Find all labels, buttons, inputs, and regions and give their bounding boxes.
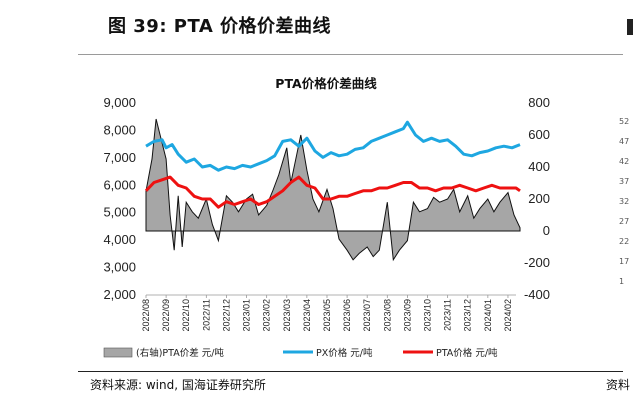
- edge-tick: 52: [619, 117, 630, 126]
- right-tick-label: 0: [543, 223, 550, 238]
- right-tick-label: 400: [528, 159, 550, 174]
- x-tick-label: 2023/12: [463, 299, 473, 332]
- left-tick-label: 5,000: [103, 205, 136, 220]
- legend-label-spread: (右轴)PTA价差 元/吨: [136, 347, 224, 359]
- spread-area-layer: [145, 118, 521, 262]
- top-divider: [78, 54, 623, 55]
- legend-swatch-spread: [103, 347, 133, 358]
- x-tick-label: 2023/07: [362, 299, 372, 332]
- right-tick-label: -400: [524, 287, 550, 302]
- source-note-cut: 资料: [606, 378, 631, 392]
- edge-tick: 32: [619, 197, 630, 206]
- x-tick-label: 2023/11: [443, 299, 453, 331]
- x-tick-label: 2022/12: [221, 299, 231, 332]
- x-tick-label: 2022/11: [201, 299, 211, 331]
- left-tick-label: 9,000: [103, 95, 136, 110]
- x-tick-label: 2023/01: [242, 299, 252, 332]
- edge-tick: 27: [619, 217, 630, 226]
- x-tick-label: 2023/05: [322, 299, 332, 332]
- left-tick-label: 4,000: [103, 232, 136, 247]
- left-tick-label: 2,000: [103, 287, 136, 302]
- source-note: 资料来源: wind, 国海证券研究所: [90, 378, 266, 392]
- edge-tick: 47: [619, 137, 630, 146]
- left-tick-label: 6,000: [103, 177, 136, 192]
- right-axis: -400 -200 0 200 400 600 800: [524, 95, 550, 302]
- edge-tick: 37: [619, 177, 630, 186]
- legend: (右轴)PTA价差 元/吨 PX价格 元/吨 PTA价格 元/吨: [103, 347, 498, 359]
- edge-tick: 22: [619, 237, 630, 246]
- right-tick-label: 600: [528, 127, 550, 142]
- series-line-px: [145, 120, 521, 172]
- x-tick-label: 2023/03: [282, 299, 292, 332]
- x-axis: 2022/08 2022/09 2022/10 2022/11 2022/12 2023/…: [141, 294, 516, 332]
- right-tick-label: -200: [524, 255, 550, 270]
- price-lines-layer: [144, 120, 521, 209]
- edge-tick: 1: [619, 277, 625, 286]
- x-tick-label: 2022/09: [161, 299, 171, 332]
- edge-tick: 42: [619, 157, 630, 166]
- bottom-divider: [78, 371, 623, 372]
- x-tick-label: 2023/09: [402, 299, 412, 332]
- x-tick-label: 2023/08: [382, 299, 392, 332]
- right-tick-label: 800: [528, 95, 550, 110]
- left-tick-label: 7,000: [103, 150, 136, 165]
- legend-label-pta: PTA价格 元/吨: [436, 347, 498, 359]
- figure-title: 图 39: PTA 价格价差曲线: [108, 16, 332, 37]
- series-line-pta: [144, 175, 521, 209]
- legend-label-px: PX价格 元/吨: [316, 347, 373, 359]
- x-tick-label: 2023/10: [423, 299, 433, 332]
- x-tick-label: 2024/01: [483, 299, 493, 332]
- x-tick-label: 2022/10: [181, 299, 191, 332]
- x-tick-label: 2023/02: [262, 299, 272, 332]
- right-tick-label: 200: [528, 191, 550, 206]
- left-axis: 2,000 3,000 4,000 5,000 6,000 7,000 8,000 9,000: [103, 95, 136, 302]
- chart-title: PTA价格价差曲线: [275, 76, 377, 91]
- x-tick-label: 2024/02: [503, 299, 513, 332]
- left-tick-label: 3,000: [103, 260, 136, 275]
- x-tick-label: 2023/06: [342, 299, 352, 332]
- left-tick-label: 8,000: [103, 122, 136, 137]
- x-tick-label: 2022/08: [141, 299, 151, 332]
- edge-tick: 17: [619, 257, 630, 266]
- x-tick-label: 2023/04: [302, 299, 312, 332]
- corner-mark: [627, 19, 633, 35]
- series-area-pta-spread: [145, 118, 521, 262]
